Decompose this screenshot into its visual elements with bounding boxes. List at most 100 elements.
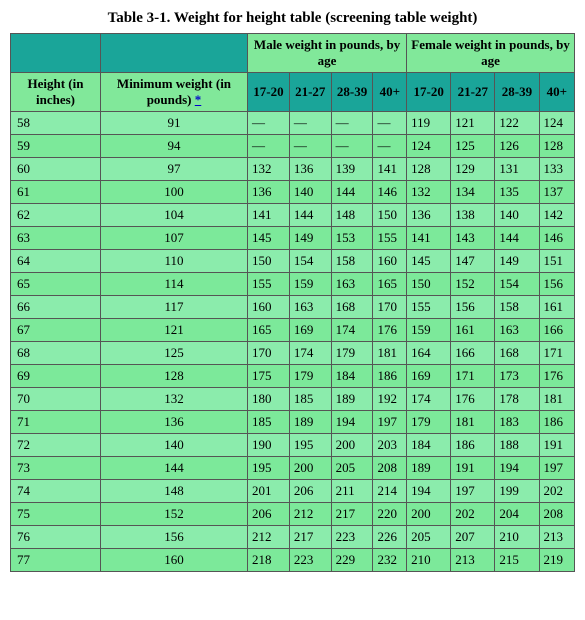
- cell-male: 189: [331, 388, 373, 411]
- cell-male: 148: [331, 204, 373, 227]
- cell-min-weight: 152: [100, 503, 247, 526]
- cell-male: 181: [373, 342, 407, 365]
- cell-female: 176: [451, 388, 495, 411]
- table-row: 64110150154158160145147149151: [11, 250, 575, 273]
- cell-min-weight: 156: [100, 526, 247, 549]
- cell-female: 213: [539, 526, 574, 549]
- cell-male: 232: [373, 549, 407, 572]
- cell-min-weight: 97: [100, 158, 247, 181]
- cell-male: 176: [373, 319, 407, 342]
- cell-female: 136: [407, 204, 451, 227]
- cell-female: 164: [407, 342, 451, 365]
- cell-male: —: [289, 135, 331, 158]
- cell-male: 223: [289, 549, 331, 572]
- cell-male: —: [373, 112, 407, 135]
- cell-male: 201: [248, 480, 290, 503]
- cell-female: 119: [407, 112, 451, 135]
- table-row: 72140190195200203184186188191: [11, 434, 575, 457]
- cell-height: 76: [11, 526, 101, 549]
- cell-male: 208: [373, 457, 407, 480]
- cell-male: 139: [331, 158, 373, 181]
- cell-female: 181: [451, 411, 495, 434]
- col-male-age-0: 17-20: [248, 73, 290, 112]
- col-male-age-1: 21-27: [289, 73, 331, 112]
- cell-female: 208: [539, 503, 574, 526]
- cell-female: 194: [407, 480, 451, 503]
- cell-height: 74: [11, 480, 101, 503]
- cell-male: 146: [373, 181, 407, 204]
- male-group-header: Male weight in pounds, by age: [248, 34, 407, 73]
- cell-height: 64: [11, 250, 101, 273]
- cell-female: 128: [407, 158, 451, 181]
- cell-height: 77: [11, 549, 101, 572]
- cell-male: 163: [331, 273, 373, 296]
- cell-min-weight: 132: [100, 388, 247, 411]
- cell-female: 140: [495, 204, 539, 227]
- cell-male: 197: [373, 411, 407, 434]
- cell-female: 129: [451, 158, 495, 181]
- table-row: 61100136140144146132134135137: [11, 181, 575, 204]
- cell-height: 71: [11, 411, 101, 434]
- cell-female: 200: [407, 503, 451, 526]
- cell-female: 181: [539, 388, 574, 411]
- cell-female: 199: [495, 480, 539, 503]
- cell-male: 150: [373, 204, 407, 227]
- cell-male: 140: [289, 181, 331, 204]
- cell-min-weight: 91: [100, 112, 247, 135]
- cell-female: 188: [495, 434, 539, 457]
- cell-female: 142: [539, 204, 574, 227]
- cell-male: —: [331, 135, 373, 158]
- cell-female: 183: [495, 411, 539, 434]
- cell-female: 179: [407, 411, 451, 434]
- cell-male: 184: [331, 365, 373, 388]
- cell-female: 176: [539, 365, 574, 388]
- table-body: 5891————1191211221245994————124125126128…: [11, 112, 575, 572]
- cell-female: 215: [495, 549, 539, 572]
- footnote-link[interactable]: *: [195, 92, 202, 107]
- col-female-age-1: 21-27: [451, 73, 495, 112]
- cell-male: 155: [248, 273, 290, 296]
- cell-male: 159: [289, 273, 331, 296]
- cell-male: —: [289, 112, 331, 135]
- cell-female: 131: [495, 158, 539, 181]
- cell-male: 136: [289, 158, 331, 181]
- table-title: Table 3-1. Weight for height table (scre…: [10, 10, 575, 27]
- cell-female: 171: [451, 365, 495, 388]
- cell-min-weight: 144: [100, 457, 247, 480]
- cell-male: 217: [289, 526, 331, 549]
- cell-male: 160: [248, 296, 290, 319]
- min-weight-label: Minimum weight (in pounds): [117, 76, 231, 107]
- column-header-row: Height (in inches) Minimum weight (in po…: [11, 73, 575, 112]
- cell-female: 132: [407, 181, 451, 204]
- table-row: 77160218223229232210213215219: [11, 549, 575, 572]
- cell-min-weight: 114: [100, 273, 247, 296]
- cell-male: 189: [289, 411, 331, 434]
- cell-male: 163: [289, 296, 331, 319]
- cell-min-weight: 125: [100, 342, 247, 365]
- cell-male: 226: [373, 526, 407, 549]
- cell-male: 170: [373, 296, 407, 319]
- cell-male: —: [373, 135, 407, 158]
- cell-min-weight: 94: [100, 135, 247, 158]
- cell-female: 154: [495, 273, 539, 296]
- cell-male: 179: [289, 365, 331, 388]
- cell-male: 200: [289, 457, 331, 480]
- cell-male: 218: [248, 549, 290, 572]
- cell-female: 202: [451, 503, 495, 526]
- cell-female: 133: [539, 158, 574, 181]
- cell-female: 145: [407, 250, 451, 273]
- cell-height: 75: [11, 503, 101, 526]
- blank-header-2: [100, 34, 247, 73]
- cell-male: 136: [248, 181, 290, 204]
- cell-male: —: [331, 112, 373, 135]
- cell-female: 147: [451, 250, 495, 273]
- cell-height: 60: [11, 158, 101, 181]
- col-female-age-3: 40+: [539, 73, 574, 112]
- cell-female: 163: [495, 319, 539, 342]
- cell-male: 175: [248, 365, 290, 388]
- cell-male: 192: [373, 388, 407, 411]
- cell-male: 200: [331, 434, 373, 457]
- table-row: 74148201206211214194197199202: [11, 480, 575, 503]
- cell-male: 174: [331, 319, 373, 342]
- cell-male: 149: [289, 227, 331, 250]
